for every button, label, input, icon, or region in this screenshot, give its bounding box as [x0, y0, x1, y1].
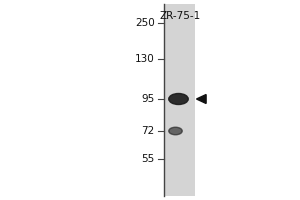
Text: 250: 250	[135, 18, 155, 28]
Polygon shape	[196, 95, 206, 103]
Ellipse shape	[169, 94, 188, 104]
Text: 72: 72	[141, 126, 154, 136]
Bar	[164, 4, 195, 196]
Ellipse shape	[169, 127, 182, 135]
Text: ZR-75-1: ZR-75-1	[159, 11, 201, 21]
Text: 95: 95	[141, 94, 154, 104]
Text: 130: 130	[135, 54, 155, 64]
Text: 55: 55	[141, 154, 154, 164]
